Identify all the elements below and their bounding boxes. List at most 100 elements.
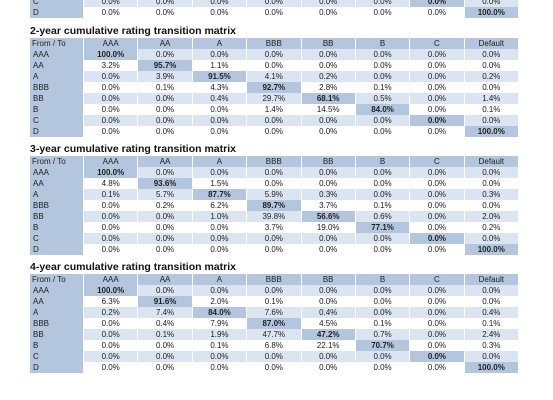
matrix-cell: 0.0%	[355, 60, 410, 71]
matrix-cell: 0.0%	[355, 307, 410, 318]
matrix-row: AA 6.3% 91.6% 2.0% 0.1% 0.0% 0.0% 0.0% 0.0%	[30, 296, 518, 307]
matrix-cell: 0.0%	[192, 0, 247, 7]
matrix-cell: 0.0%	[138, 233, 192, 244]
matrix-cell: 0.0%	[410, 222, 464, 233]
matrix-cell: 0.0%	[464, 167, 518, 178]
matrix-cell: 0.0%	[192, 126, 247, 137]
diagonal-cell: 0.0%	[410, 0, 464, 7]
matrix-cell: 19.0%	[301, 222, 355, 233]
matrix-cell: 0.0%	[84, 351, 138, 362]
column-header: BBB	[247, 274, 301, 285]
matrix-cell: 4.8%	[84, 178, 138, 189]
matrix-cell: 0.0%	[410, 211, 464, 222]
matrix-cell: 0.0%	[138, 126, 192, 137]
matrix-cell: 0.1%	[355, 200, 410, 211]
matrix-cell: 0.3%	[464, 189, 518, 200]
matrix-cell: 2.0%	[464, 211, 518, 222]
matrix-row: A 0.2% 7.4% 84.0% 7.6% 0.4% 0.0% 0.0% 0.4%	[30, 307, 518, 318]
matrix-cell: 0.1%	[192, 340, 247, 351]
diagonal-cell: 100.0%	[464, 362, 518, 373]
matrix-cell: 0.0%	[410, 307, 464, 318]
column-header: BB	[301, 38, 355, 49]
matrix-cell: 0.1%	[464, 318, 518, 329]
matrix-cell: 6.2%	[192, 200, 247, 211]
diagonal-cell: 89.7%	[247, 200, 301, 211]
row-label-c: C	[30, 0, 83, 7]
matrix-cell: 0.4%	[301, 307, 355, 318]
matrix-cell: 0.0%	[247, 0, 301, 7]
matrix-row: B 0.0% 0.0% 0.0% 3.7% 19.0% 77.1% 0.0% 0.2%	[30, 222, 518, 233]
matrix-cell: 39.8%	[247, 211, 301, 222]
column-header: Default	[464, 156, 518, 167]
matrix-block: 4-year cumulative rating transition matr…	[30, 261, 520, 373]
matrix-cell: 0.0%	[192, 362, 247, 373]
diagonal-cell: 68.1%	[301, 93, 355, 104]
matrix-cell: 0.0%	[410, 318, 464, 329]
row-label-a: A	[30, 189, 83, 200]
matrix-cell: 0.0%	[138, 340, 192, 351]
matrix-cell: 0.0%	[247, 126, 301, 137]
matrix-cell: 0.0%	[192, 49, 247, 60]
matrix-cell: 0.1%	[138, 329, 192, 340]
diagonal-cell: 0.0%	[410, 233, 464, 244]
matrix-cell: 0.0%	[410, 362, 464, 373]
matrix-cell: 0.1%	[355, 318, 410, 329]
diagonal-cell: 93.6%	[138, 178, 192, 189]
corner-header: From / To	[30, 274, 83, 285]
matrix-cell: 0.1%	[138, 82, 192, 93]
matrix-row: AAA 100.0% 0.0% 0.0% 0.0% 0.0% 0.0% 0.0% 0.0%	[30, 167, 518, 178]
matrix-cell: 0.5%	[355, 93, 410, 104]
matrix-cell: 0.0%	[138, 285, 192, 296]
matrix-title: 4-year cumulative rating transition matr…	[30, 261, 236, 273]
row-label-b: B	[30, 104, 83, 115]
matrix-cell: 0.3%	[301, 189, 355, 200]
matrix-cell: 0.0%	[84, 211, 138, 222]
diagonal-cell: 91.6%	[138, 296, 192, 307]
matrix-cell: 0.0%	[301, 351, 355, 362]
diagonal-cell: 100.0%	[84, 49, 138, 60]
matrix-cell: 0.0%	[84, 7, 138, 18]
matrix-cell: 0.0%	[410, 189, 464, 200]
column-header: AAA	[84, 274, 138, 285]
matrix-cell: 0.0%	[301, 7, 355, 18]
matrix-row: B 0.0% 0.0% 0.1% 6.8% 22.1% 70.7% 0.0% 0.3%	[30, 340, 518, 351]
matrix-cell: 0.0%	[355, 115, 410, 126]
matrix-cell: 0.0%	[410, 126, 464, 137]
diagonal-cell: 0.0%	[410, 115, 464, 126]
diagonal-cell: 100.0%	[84, 285, 138, 296]
matrix-cell: 0.0%	[355, 49, 410, 60]
matrix-cell: 3.2%	[84, 60, 138, 71]
matrix-cell: 0.0%	[301, 244, 355, 255]
row-label-b: B	[30, 340, 83, 351]
matrix-cell: 0.0%	[355, 7, 410, 18]
matrix-cell: 0.0%	[355, 167, 410, 178]
matrix-cell: 0.0%	[247, 167, 301, 178]
matrix-row: BB 0.0% 0.0% 0.4% 29.7% 68.1% 0.5% 0.0% 1.4%	[30, 93, 518, 104]
row-label-bb: BB	[30, 93, 83, 104]
matrix-cell: 0.0%	[192, 104, 247, 115]
matrix-cell: 0.0%	[410, 340, 464, 351]
row-label-bbb: BBB	[30, 82, 83, 93]
matrix-cell: 0.0%	[84, 82, 138, 93]
matrix-row: D 0.0% 0.0% 0.0% 0.0% 0.0% 0.0% 0.0% 100.0%	[30, 244, 518, 255]
diagonal-cell: 70.7%	[355, 340, 410, 351]
row-label-bb: BB	[30, 211, 83, 222]
matrix-cell: 4.5%	[301, 318, 355, 329]
matrix-cell: 0.0%	[301, 126, 355, 137]
matrix-cell: 0.0%	[192, 233, 247, 244]
matrix-cell: 0.0%	[464, 82, 518, 93]
matrix-cell: 0.0%	[138, 7, 192, 18]
row-label-c: C	[30, 115, 83, 126]
row-label-c: C	[30, 233, 83, 244]
row-label-aaa: AAA	[30, 167, 83, 178]
matrix-cell: 2.0%	[192, 296, 247, 307]
row-label-c: C	[30, 351, 83, 362]
matrix-block: 3-year cumulative rating transition matr…	[30, 143, 520, 255]
diagonal-cell: 47.2%	[301, 329, 355, 340]
matrix-cell: 0.0%	[464, 296, 518, 307]
matrix-cell: 0.1%	[84, 189, 138, 200]
header-row: From / To AAA AA A BBB BB B C Default	[30, 156, 518, 167]
matrix-cell: 14.5%	[301, 104, 355, 115]
matrix-cell: 0.0%	[301, 233, 355, 244]
diagonal-cell: 56.6%	[301, 211, 355, 222]
